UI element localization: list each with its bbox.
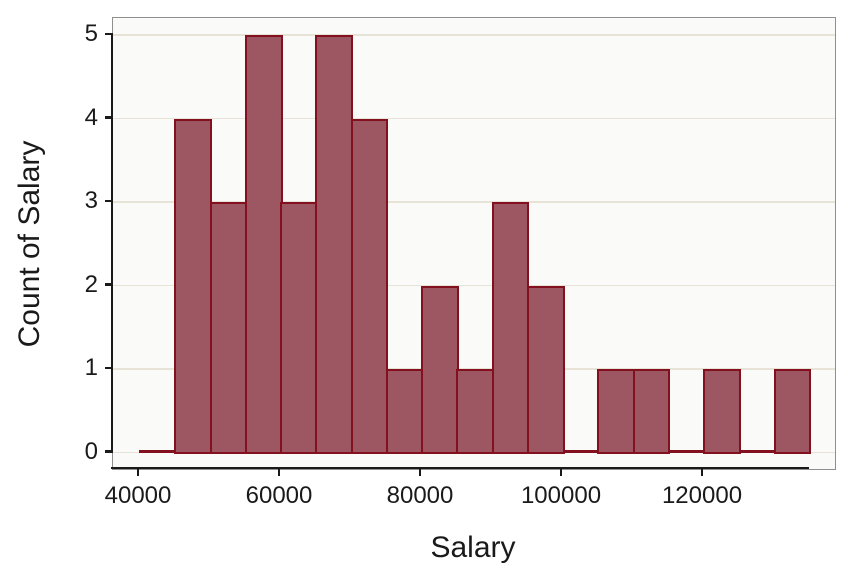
y-axis-line — [110, 33, 113, 453]
gridline — [113, 284, 835, 287]
histogram-bar — [526, 285, 565, 454]
y-tick-label: 4 — [84, 103, 98, 131]
x-tick-label: 120000 — [661, 482, 743, 509]
x-tick-label: 40000 — [104, 482, 172, 509]
y-axis-tick — [104, 450, 111, 453]
y-axis-title: Count of Salary — [13, 140, 46, 348]
y-tick-label: 2 — [84, 270, 98, 298]
histogram-bar — [209, 202, 248, 454]
x-tick-label: 100000 — [520, 482, 602, 509]
y-axis-tick — [104, 199, 111, 203]
histogram-bar — [703, 369, 741, 454]
x-axis-tick — [700, 469, 704, 476]
y-tick-label: 1 — [84, 354, 98, 381]
x-axis-line — [111, 466, 809, 469]
plot-panel — [112, 17, 836, 470]
x-axis-tick — [418, 469, 422, 476]
histogram-bar — [632, 369, 671, 454]
y-axis-tick — [104, 116, 111, 119]
y-axis-tick — [104, 283, 111, 286]
y-tick-label: 3 — [84, 187, 98, 214]
histogram-bar — [456, 369, 494, 454]
histogram-bar — [315, 35, 353, 454]
y-axis-tick — [104, 32, 111, 36]
gridline — [113, 34, 835, 36]
histogram-bar — [421, 285, 459, 454]
x-tick-label: 80000 — [386, 482, 454, 509]
x-tick-label: 60000 — [245, 482, 313, 509]
histogram-bar — [280, 202, 318, 454]
x-axis-tick — [277, 469, 281, 476]
y-tick-label: 5 — [84, 20, 98, 47]
histogram-bar — [597, 369, 635, 454]
histogram-bar — [385, 369, 424, 454]
histogram-bar — [244, 35, 283, 454]
histogram-bar — [491, 202, 530, 454]
gridline — [113, 201, 835, 203]
y-axis-tick — [104, 366, 111, 370]
gridline — [113, 117, 835, 120]
histogram-bar — [773, 369, 812, 454]
x-axis-title: Salary — [430, 531, 516, 564]
y-tick-label: 0 — [84, 437, 98, 465]
histogram-bar — [174, 118, 212, 454]
x-axis-tick — [136, 469, 140, 476]
x-axis-tick — [559, 469, 563, 476]
histogram-bar — [350, 118, 389, 454]
